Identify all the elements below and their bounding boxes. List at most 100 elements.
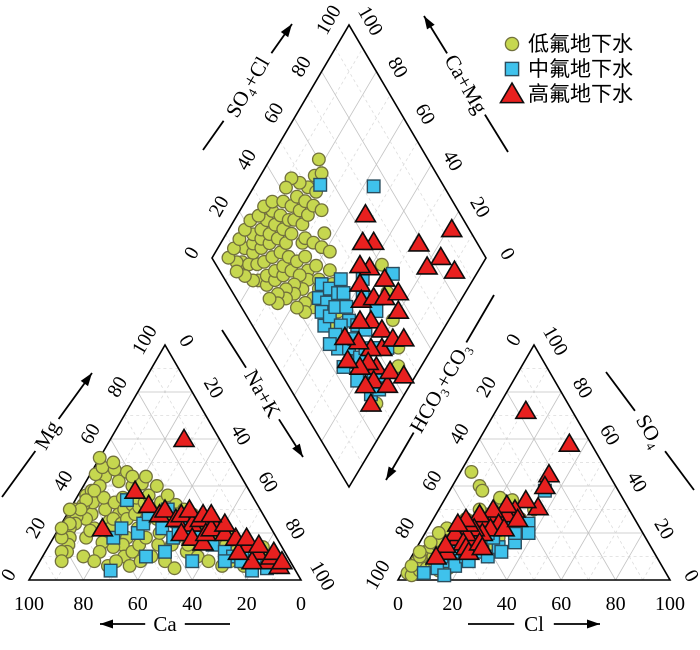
data-point-square [366, 179, 381, 194]
tick-label: 20 [205, 192, 234, 220]
data-point-circle [279, 180, 293, 195]
data-point-triangle [407, 232, 431, 252]
data-point-triangle [434, 533, 457, 554]
axis-na-k-label: Na+K [239, 365, 286, 422]
tick-label: 0 [502, 330, 526, 350]
tick-label: 40 [622, 468, 651, 496]
data-point-circle [92, 450, 107, 465]
data-point-triangle [227, 540, 250, 561]
tick-label: 80 [103, 373, 132, 401]
tick-label: 0 [679, 566, 700, 586]
arrowhead-icon [292, 443, 303, 457]
axis-so4-cl: SO₄+Cl [202, 23, 293, 151]
axis-ca-mg: Ca+Mg [423, 15, 509, 153]
tick-label: 80 [280, 515, 309, 543]
data-point-triangle [262, 540, 286, 561]
tick-label: 20 [442, 593, 462, 615]
data-point-triangle [240, 550, 264, 570]
data-point-square [114, 521, 129, 536]
anion-triangle-outline [396, 343, 672, 581]
data-point-triangle [415, 255, 439, 275]
tick-label: 40 [497, 593, 517, 615]
data-point-triangle [153, 498, 177, 518]
data-point-square [336, 286, 351, 301]
data-point-triangle [470, 536, 494, 556]
data-point-circle [54, 521, 69, 536]
data-point-triangle [392, 364, 416, 384]
data-point-triangle [392, 327, 416, 347]
data-point-triangle [354, 203, 377, 223]
tick-label: 100 [128, 322, 162, 359]
data-point-square [157, 544, 172, 559]
axis-mg-label: Mg [29, 416, 65, 454]
data-point-triangle [429, 245, 453, 266]
data-point-triangle [386, 281, 410, 301]
legend-label-high: 高氟地下水 [528, 83, 633, 106]
tick-label: 80 [287, 52, 316, 80]
data-point-triangle [137, 493, 161, 514]
data-point-triangle [359, 392, 383, 412]
data-point-circle [149, 479, 164, 493]
tick-label: 60 [259, 99, 288, 127]
tick-label: 0 [393, 593, 403, 615]
tick-label: 0 [495, 244, 519, 264]
data-point-triangle [169, 521, 193, 542]
data-point-triangle [123, 479, 147, 499]
data-point-triangle [336, 348, 360, 369]
data-point-circle [504, 36, 520, 52]
data-point-triangle [537, 463, 561, 483]
data-point-triangle [213, 512, 237, 532]
data-point-triangle [499, 81, 525, 104]
data-point-square [103, 563, 118, 578]
data-point-triangle [443, 521, 467, 542]
data-point-triangle [191, 531, 215, 551]
data-point-circle [62, 502, 77, 517]
data-point-triangle [386, 299, 410, 320]
data-point-circle [106, 455, 121, 470]
data-point-circle [431, 526, 446, 540]
tick-label: 20 [649, 515, 678, 543]
data-point-triangle [178, 498, 201, 518]
tick-label: 100 [361, 557, 395, 594]
data-point-square [437, 568, 452, 583]
data-point-triangle [373, 267, 397, 287]
tick-label: 20 [465, 193, 494, 221]
data-point-circle [289, 300, 304, 315]
axis-hco3-co3-label: HCO₃+CO₃ [405, 338, 476, 437]
data-point-triangle [533, 474, 557, 495]
legend-item-high: 高氟地下水 [499, 81, 633, 106]
tick-label: 60 [410, 100, 439, 128]
tick-label: 0 [174, 331, 198, 351]
data-point-triangle [270, 550, 294, 570]
data-point-triangle [557, 432, 581, 452]
legend-label-low: 低氟地下水 [528, 33, 633, 56]
tick-label: 80 [73, 593, 93, 615]
series-high-points [91, 203, 581, 575]
data-point-circle [229, 264, 244, 279]
axis-ca-label: Ca [153, 612, 177, 636]
data-point-circle [298, 249, 313, 264]
data-point-triangle [514, 399, 538, 420]
data-point-circle [87, 483, 102, 498]
data-point-triangle [424, 545, 448, 565]
data-point-square [217, 554, 232, 569]
tick-label: 40 [438, 147, 467, 175]
legend-item-low: 低氟地下水 [504, 33, 633, 56]
data-point-circle [475, 483, 490, 498]
data-point-square [313, 177, 328, 192]
data-point-circle [139, 469, 153, 484]
data-point-circle [317, 226, 332, 241]
tick-label: 20 [237, 593, 257, 615]
data-point-square [521, 526, 536, 541]
data-point-circle [314, 166, 329, 181]
tick-label: 60 [128, 593, 148, 615]
data-point-triangle [506, 507, 530, 528]
tick-label: 60 [76, 420, 105, 448]
data-point-square [185, 554, 200, 569]
data-point-square [416, 565, 431, 580]
tick-label: 80 [606, 593, 626, 615]
data-point-circle [262, 291, 277, 306]
tick-label: 40 [49, 467, 78, 495]
